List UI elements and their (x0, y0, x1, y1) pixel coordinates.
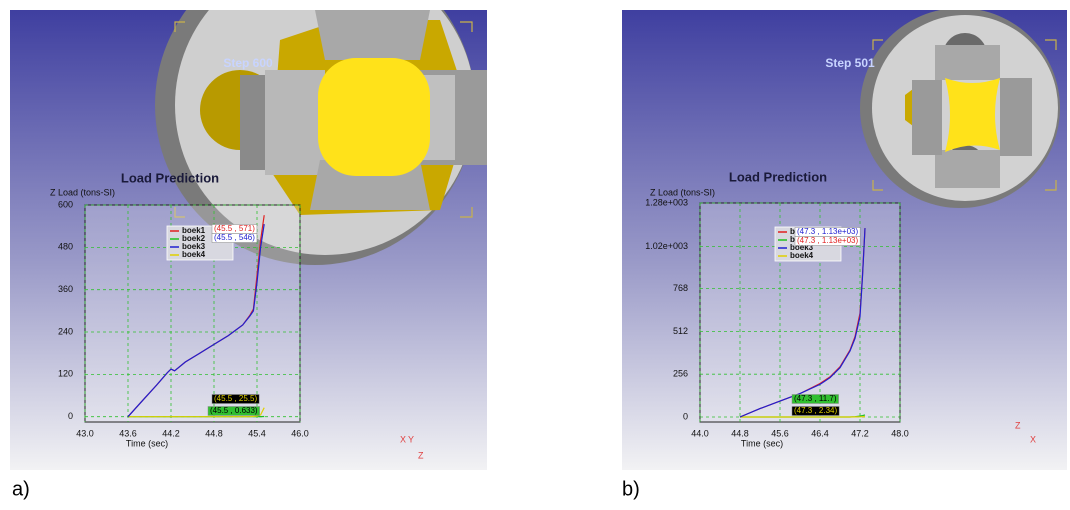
annotation: (47.3 , 1.13e+03) (797, 227, 858, 236)
y-tick-label: 480 (58, 242, 73, 252)
x-axis-label: Time (sec) (126, 438, 168, 448)
y-tick-label: 256 (673, 369, 688, 379)
chart-title: Load Prediction (121, 170, 219, 185)
y-tick-label: 1.28e+003 (645, 197, 688, 207)
axis-triad-label: Z (1015, 420, 1021, 430)
page: Step 600a)XYZLoad PredictionZ Load (tons… (0, 0, 1070, 510)
y-tick-label: 1.02e+003 (645, 241, 688, 251)
x-tick-label: 45.4 (248, 428, 266, 438)
chart-title: Load Prediction (729, 169, 827, 184)
x-axis-label: Time (sec) (741, 438, 783, 448)
x-tick-label: 44.2 (162, 428, 180, 438)
annotation: (47.3 , 1.13e+03) (797, 236, 858, 245)
step-label: Step 600 (223, 56, 273, 70)
y-tick-label: 0 (683, 411, 688, 421)
step-label: Step 501 (825, 56, 875, 70)
x-tick-label: 44.8 (731, 428, 749, 438)
x-tick-label: 46.0 (291, 428, 309, 438)
panel-label: a) (12, 478, 30, 500)
annotation: (47.3 , 2.34) (794, 406, 837, 415)
x-tick-label: 44.8 (205, 428, 223, 438)
panel-label: b) (622, 478, 640, 500)
axis-triad-label: X (400, 434, 406, 444)
axis-triad-label: X (1030, 434, 1036, 444)
x-tick-label: 44.0 (691, 428, 709, 438)
die-model (860, 8, 1060, 208)
y-tick-label: 768 (673, 283, 688, 293)
x-tick-label: 46.4 (811, 428, 829, 438)
y-tick-label: 240 (58, 326, 73, 336)
x-tick-label: 48.0 (891, 428, 909, 438)
annotation: (45.5 , 546) (214, 233, 255, 242)
x-tick-label: 43.0 (76, 428, 94, 438)
x-tick-label: 45.6 (771, 428, 789, 438)
annotation: (47.3 , 11.7) (794, 394, 837, 403)
legend-label: boek4 (790, 251, 814, 260)
axis-triad-label: Y (408, 434, 414, 444)
axis-triad-label: Z (418, 450, 424, 460)
x-tick-label: 43.6 (119, 428, 137, 438)
legend-label: boek4 (182, 250, 206, 259)
annotation: (45.5 , 571) (214, 224, 255, 233)
figure: Step 600a)XYZLoad PredictionZ Load (tons… (0, 0, 1070, 505)
y-tick-label: 0 (68, 411, 73, 421)
y-tick-label: 600 (58, 199, 73, 209)
y-tick-label: 512 (673, 326, 688, 336)
y-axis-label: Z Load (tons-SI) (50, 187, 115, 197)
y-axis-label: Z Load (tons-SI) (650, 187, 715, 197)
x-tick-label: 47.2 (851, 428, 869, 438)
y-tick-label: 360 (58, 284, 73, 294)
annotation: (45.5 , 25.5) (214, 394, 257, 403)
annotation: (45.5 , 0.633) (210, 406, 258, 415)
y-tick-label: 120 (58, 369, 73, 379)
